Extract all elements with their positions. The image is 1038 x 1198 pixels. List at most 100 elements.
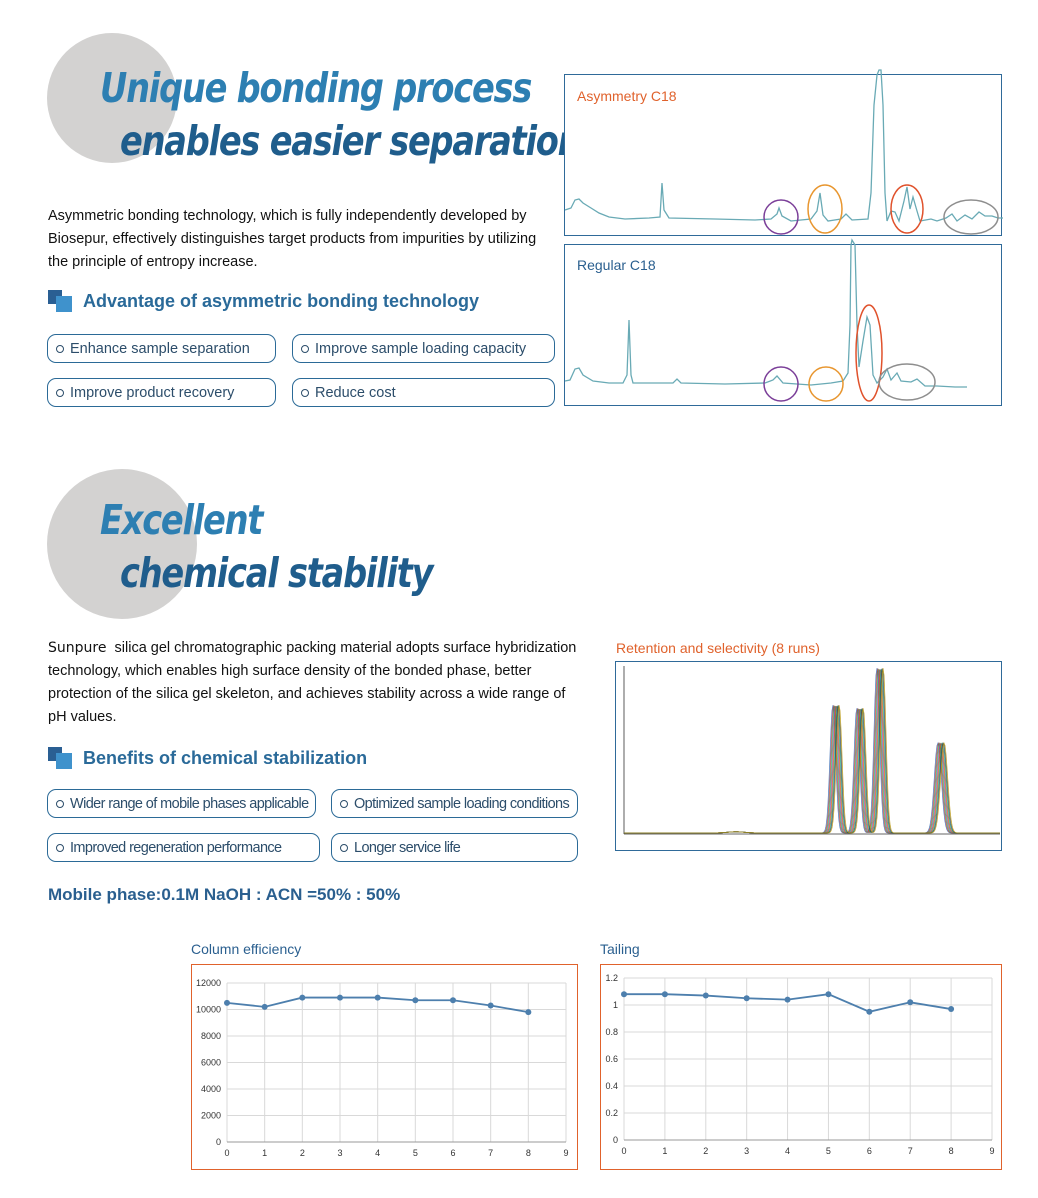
squares-icon [48,290,74,312]
data-point [374,994,381,1001]
x-tick-label: 3 [337,1148,342,1158]
retention-panel [615,661,1002,851]
x-tick-label: 4 [375,1148,380,1158]
advantage-label: Reduce cost [315,384,396,401]
y-tick-label: 1.2 [605,973,618,983]
chromatogram-asymmetry-panel: Asymmetry C18 [564,69,1003,236]
data-point [621,991,627,998]
gray-ring [878,363,936,401]
y-tick-label: 1 [613,1000,618,1010]
benefit-pill: Improved regeneration performance [47,833,320,862]
x-tick-label: 6 [450,1148,455,1158]
data-point [337,994,343,1001]
bullet-icon [340,799,348,808]
purple-ring [763,199,799,235]
advantage-pill: Reduce cost [292,378,555,407]
data-point [299,994,306,1001]
data-point [224,999,230,1006]
y-tick-label: 6000 [201,1058,221,1068]
tailing-chart-title: Tailing [600,941,640,957]
bullet-icon [56,388,64,397]
x-tick-label: 1 [662,1146,667,1156]
y-tick-label: 0.4 [605,1081,618,1091]
data-point [487,1002,494,1009]
chromatogram-asymmetry-label: Asymmetry C18 [577,88,677,104]
squares-icon [48,747,74,769]
decorative-circle-2 [47,469,197,619]
advantage-label: Enhance sample separation [70,340,250,357]
benefit-label: Improved regeneration performance [70,839,282,856]
benefit-pill: Optimized sample loading conditions [331,789,578,818]
bullet-icon [56,799,64,808]
benefit-label: Wider range of mobile phases applicable [70,795,309,812]
data-point [702,992,709,999]
bullet-icon [56,344,64,353]
x-tick-label: 4 [785,1146,790,1156]
tailing-chart-frame [600,964,1002,1170]
y-tick-label: 0.6 [605,1054,618,1064]
retention-title: Retention and selectivity (8 runs) [616,640,820,656]
x-tick-label: 8 [949,1146,954,1156]
x-tick-label: 7 [488,1148,493,1158]
x-tick-label: 2 [300,1148,305,1158]
section2-title-line1: Excellent [100,496,263,544]
decorative-circle-1 [47,33,177,163]
section1-subheading-text: Advantage of asymmetric bonding technolo… [83,290,480,311]
x-tick-label: 3 [744,1146,749,1156]
bullet-icon [301,344,309,353]
x-tick-label: 9 [989,1146,994,1156]
benefit-pill: Wider range of mobile phases applicable [47,789,316,818]
data-point [450,997,456,1004]
data-point [825,991,832,998]
y-tick-label: 2000 [201,1111,221,1121]
data-point [866,1008,873,1015]
chromatogram-asymmetry-trace [564,69,1003,235]
section2-subheading: Benefits of chemical stabilization [48,747,367,769]
section1-description: Asymmetric bonding technology, which is … [48,208,537,270]
data-point [907,999,914,1006]
data-point [743,995,750,1002]
section2-description-text: silica gel chromatographic packing mater… [48,640,577,725]
data-point [261,1003,268,1010]
section1-subheading: Advantage of asymmetric bonding technolo… [48,290,479,312]
benefit-pill: Longer service life [331,833,578,862]
x-tick-label: 5 [826,1146,831,1156]
y-tick-label: 10000 [196,1005,221,1015]
x-tick-label: 2 [703,1146,708,1156]
bullet-icon [301,388,309,397]
data-point [661,991,668,998]
y-tick-label: 0 [613,1135,618,1145]
retention-overlay-trace [623,666,1000,835]
bullet-icon [340,843,348,852]
red-ring [890,184,924,234]
advantage-pill: Improve sample loading capacity [292,334,555,363]
benefit-label: Optimized sample loading conditions [354,795,570,812]
x-tick-label: 1 [262,1148,267,1158]
section2-description: Sunpure silica gel chromatographic packi… [48,637,578,729]
y-tick-label: 0 [216,1137,221,1147]
y-tick-label: 0.8 [605,1027,618,1037]
advantage-label: Improve sample loading capacity [315,340,527,357]
advantage-label: Improve product recovery [70,384,235,401]
section1-title-line1: Unique bonding process [100,64,532,112]
section2-title-line2: chemical stability [120,549,434,597]
benefit-label: Longer service life [354,839,461,856]
advantage-pill: Improve product recovery [47,378,276,407]
brand-name: Sunpure [48,640,107,656]
x-tick-label: 8 [526,1148,531,1158]
purple-ring [763,366,799,402]
chromatogram-regular-label: Regular C18 [577,257,656,273]
orange-ring [807,184,843,234]
data-point [948,1006,955,1013]
x-tick-label: 0 [224,1148,229,1158]
red-ring [855,304,883,402]
y-tick-label: 0.2 [605,1108,618,1118]
efficiency-chart-frame [191,964,578,1170]
data-point [784,996,791,1003]
chromatogram-regular-trace [564,238,967,402]
run-trace [624,668,1000,834]
efficiency-chart-title: Column efficiency [191,941,302,957]
y-tick-label: 4000 [201,1084,221,1094]
chromatogram-regular-panel: Regular C18 [564,238,1002,406]
tailing-chart: 0 0.2 0.4 0.6 0.8 1 1.2 0 1 2 3 4 5 6 7 8 9 [605,973,994,1156]
